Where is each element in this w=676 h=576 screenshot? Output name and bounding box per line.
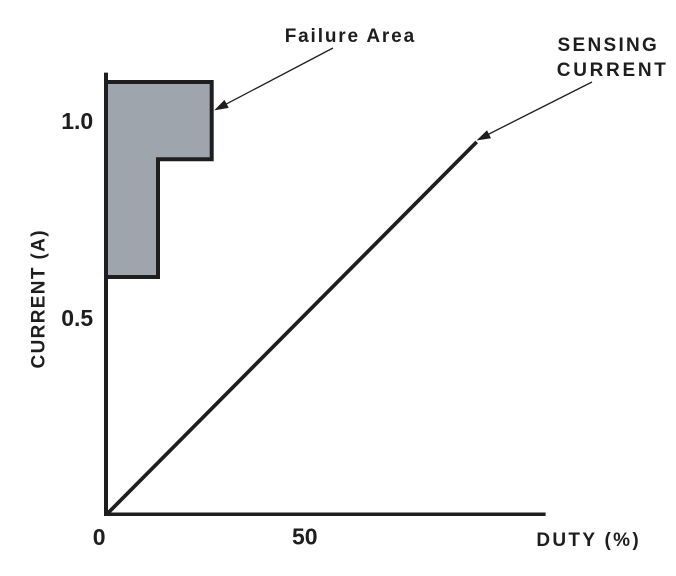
svg-text:CURRENT (A): CURRENT (A): [28, 229, 49, 368]
svg-text:SENSING: SENSING: [558, 35, 660, 56]
svg-text:1.0: 1.0: [61, 108, 93, 134]
svg-text:0: 0: [93, 524, 106, 550]
svg-text:0.5: 0.5: [61, 305, 93, 331]
svg-text:50: 50: [292, 523, 318, 549]
svg-text:DUTY (%): DUTY (%): [536, 530, 641, 551]
svg-text:CURRENT: CURRENT: [557, 60, 669, 81]
svg-text:Failure Area: Failure Area: [285, 26, 416, 47]
